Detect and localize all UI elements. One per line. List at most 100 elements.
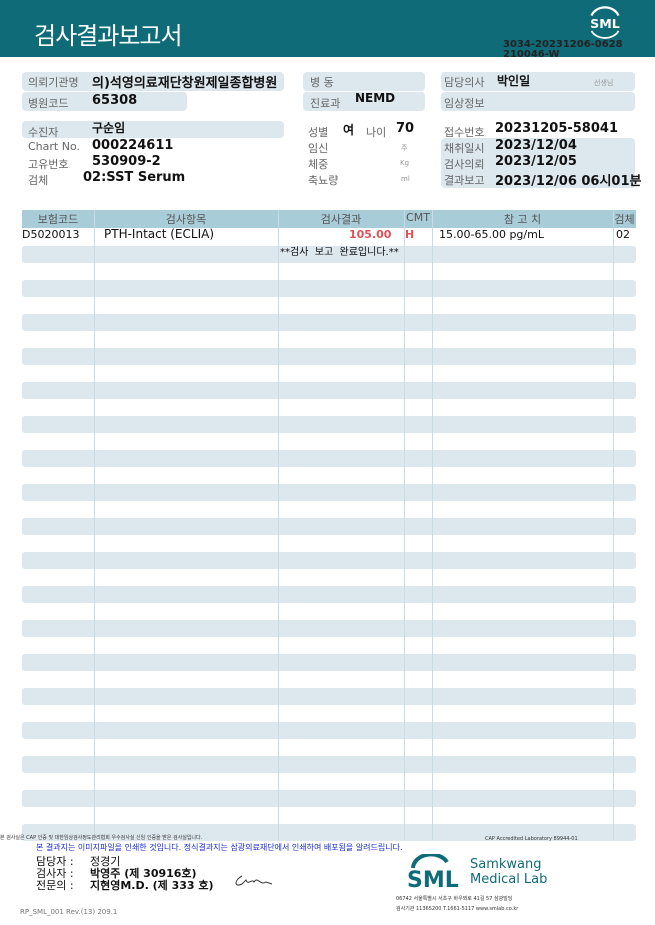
clinical-label: 임상정보 <box>444 97 485 110</box>
table-stripe-row <box>22 450 636 467</box>
column-divider <box>94 210 95 840</box>
certification-note: 본 검사실은 CAP 인증 및 대한임상검사정도관리협회 우수검사실 신임 인증… <box>0 835 203 841</box>
collect-label: 채취일시 <box>444 142 485 155</box>
table-stripe-row <box>22 552 636 569</box>
high-flag: H <box>405 228 415 241</box>
table-stripe-row <box>22 518 636 535</box>
column-header-cmt: CMT <box>406 211 430 224</box>
header-bar <box>0 0 655 57</box>
table-stripe-row <box>22 382 636 399</box>
doctor-suffix: 선생님 <box>594 79 614 87</box>
table-header <box>22 210 636 228</box>
report-value: 2023/12/06 06시01분 <box>495 174 642 189</box>
column-header-code: 보험코드 <box>37 213 79 226</box>
table-stripe-row <box>22 688 636 705</box>
table-stripe-row <box>22 620 636 637</box>
table-stripe-row <box>22 280 636 297</box>
receipt-value: 20231205-58041 <box>495 121 618 136</box>
column-header-reference: 참 고 치 <box>503 213 542 226</box>
svg-text:SML: SML <box>590 16 620 31</box>
clinical-box <box>441 92 635 111</box>
table-stripe-row <box>22 484 636 501</box>
institution-value: 의)석영의료재단창원제일종합병원 <box>92 76 278 91</box>
age-label: 나이 <box>366 126 387 139</box>
manager-label: 담당자 : <box>36 855 74 868</box>
patient-box <box>22 121 284 138</box>
tester-value: 박영주 (제 30916호) <box>90 867 197 880</box>
table-stripe-row <box>22 824 636 841</box>
report-label: 결과보고 <box>444 174 485 187</box>
request-label: 검사의뢰 <box>444 158 485 171</box>
sex-label: 성별 <box>308 126 329 139</box>
test-result: 105.00 <box>349 228 392 241</box>
cap-accreditation: CAP Accredited Laboratory 89944-01 <box>485 836 578 842</box>
dept-label: 진료과 <box>310 97 341 110</box>
patient-value: 구순임 <box>92 121 126 135</box>
specialist-label: 전문의 : <box>36 879 74 892</box>
doctor-label: 담당의사 <box>444 76 485 89</box>
hospital-code-label: 병원코드 <box>28 97 69 110</box>
table-stripe-row <box>22 790 636 807</box>
svg-text:SML: SML <box>407 868 459 892</box>
table-stripe-row <box>22 416 636 433</box>
table-stripe-row <box>22 314 636 331</box>
table-stripe-row <box>22 586 636 603</box>
column-divider <box>404 210 405 840</box>
table-stripe-row <box>22 722 636 739</box>
urine-label: 축뇨량 <box>308 174 339 187</box>
id-label: 고유번호 <box>28 158 69 171</box>
insurance-code: D5020013 <box>22 228 80 241</box>
chart-value: 000224611 <box>92 138 174 153</box>
sml-brand-logo-icon: SML <box>407 854 459 892</box>
manager-value: 정경기 <box>90 855 121 868</box>
column-header-specimen: 검체 <box>614 213 635 226</box>
collect-value: 2023/12/04 <box>495 138 577 153</box>
sex-value: 여 <box>343 123 355 137</box>
dept-box <box>303 92 425 111</box>
hospital-code-value: 65308 <box>92 93 138 108</box>
request-value: 2023/12/05 <box>495 154 577 169</box>
patient-label: 수진자 <box>28 126 59 139</box>
weight-label: 체중 <box>308 158 329 171</box>
column-divider <box>432 210 433 840</box>
sml-logo-icon: SML <box>590 6 620 39</box>
ward-label: 병 동 <box>310 76 334 89</box>
specimen-code: 02 <box>616 228 630 241</box>
pregnancy-unit: 주 <box>401 144 408 152</box>
institution-label: 의뢰기관명 <box>28 76 79 89</box>
chart-label: Chart No. <box>28 140 80 153</box>
table-stripe-row <box>22 654 636 671</box>
doctor-value: 박인일 <box>497 74 531 88</box>
table-stripe-row <box>22 756 636 773</box>
form-number: RP_SML_001 Rev.(13) 209.1 <box>20 908 118 916</box>
doctor-box <box>441 72 635 91</box>
hospital-code-box <box>22 92 187 111</box>
age-value: 70 <box>396 121 415 136</box>
address: 06742 서울특별시 서초구 바우뫼로 41길 57 삼광빌딩 <box>396 896 513 902</box>
dates-box <box>441 138 635 188</box>
specimen-value: 02:SST Serum <box>83 170 186 185</box>
table-stripe-row <box>22 348 636 365</box>
table-stripe-row <box>22 246 636 263</box>
id-value: 530909-2 <box>92 154 161 169</box>
test-item: PTH-Intact (ECLIA) <box>104 227 214 241</box>
weight-unit: Kg <box>400 159 410 167</box>
reference-range: 15.00-65.00 pg/mL <box>439 228 544 241</box>
print-notice: 본 결과지는 이미지파일을 인쇄한 것입니다. 정식결과지는 삼광의료재단에서 … <box>36 843 403 852</box>
page-title: 검사결과보고서 <box>34 22 183 50</box>
column-header-result: 검사결과 <box>320 213 362 226</box>
specialist-value: 지현영M.D. (제 333 호) <box>90 879 214 892</box>
contact: 검사기관 11365200 T.1661-5117 www.smlab.co.k… <box>396 906 519 912</box>
signature-icon <box>235 875 273 886</box>
dept-value: NEMD <box>355 91 396 105</box>
tester-label: 검사자 : <box>36 867 74 880</box>
column-divider <box>278 210 279 840</box>
ward-box <box>303 72 425 91</box>
document-number: 3034-20231206-0628 210046-W <box>503 39 623 60</box>
signatories: 담당자 : 정경기 검사자 : 박영주 (제 30916호) 전문의 : 지현영M.D… <box>36 856 214 892</box>
urine-unit: ml <box>401 175 410 183</box>
column-header-item: 검사항목 <box>165 213 207 226</box>
pregnancy-label: 임신 <box>308 142 329 155</box>
report-complete-note: **검사 보고 완료입니다.** <box>280 247 399 258</box>
institution-box <box>22 72 284 91</box>
